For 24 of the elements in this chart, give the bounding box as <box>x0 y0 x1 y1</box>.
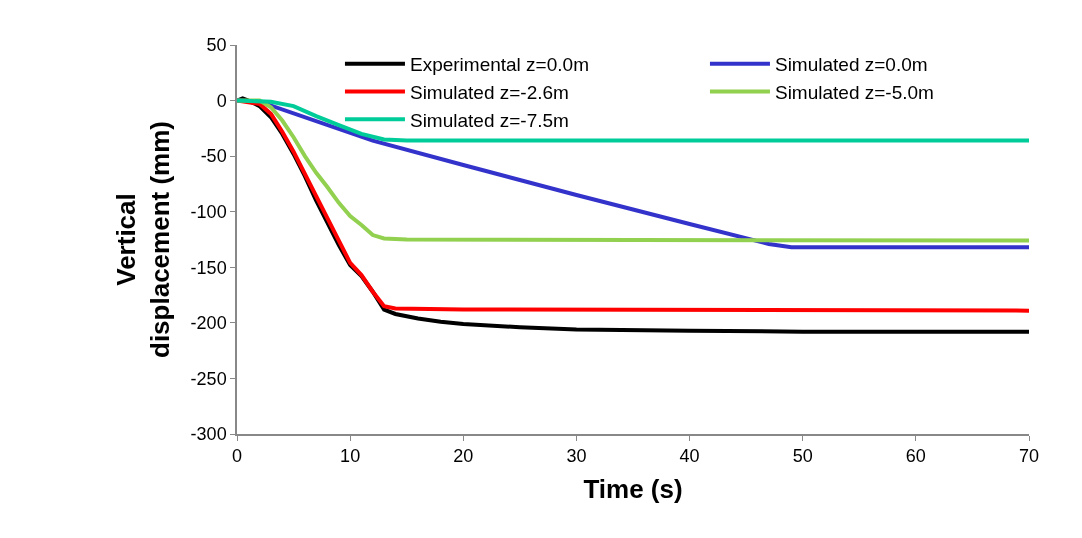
y-tick-label: -250 <box>190 368 227 389</box>
line-series <box>237 98 1029 143</box>
y-axis-title: Vertical displacement (mm) <box>110 121 175 358</box>
x-tick-label: 70 <box>1018 446 1040 467</box>
legend-label: Simulated z=-2.6m <box>409 81 569 103</box>
x-tick-label: 20 <box>453 446 474 467</box>
x-tick-label: 50 <box>792 446 813 467</box>
y-tick-label: -300 <box>190 424 227 445</box>
legend-label: Experimental z=0.0m <box>409 54 589 76</box>
legend-label: Simulated z=-7.5m <box>409 109 569 131</box>
y-tick-label: 50 <box>206 35 227 56</box>
x-axis-title: Time (s) <box>583 473 683 504</box>
y-tick-label: -150 <box>190 257 227 278</box>
x-tick-label: 40 <box>679 446 700 467</box>
x-tick-label: 10 <box>340 446 361 467</box>
y-tick-label: -50 <box>200 146 227 167</box>
y-tick-label: -200 <box>190 313 227 334</box>
x-tick-label: 60 <box>905 446 926 467</box>
x-tick-label: 0 <box>231 446 243 467</box>
y-tick-label: 0 <box>216 90 227 111</box>
y-tick-label: -100 <box>190 202 227 223</box>
legend-label: Simulated z=0.0m <box>774 54 928 76</box>
legend-label: Simulated z=-5.0m <box>774 81 934 103</box>
x-tick-label: 30 <box>566 446 587 467</box>
